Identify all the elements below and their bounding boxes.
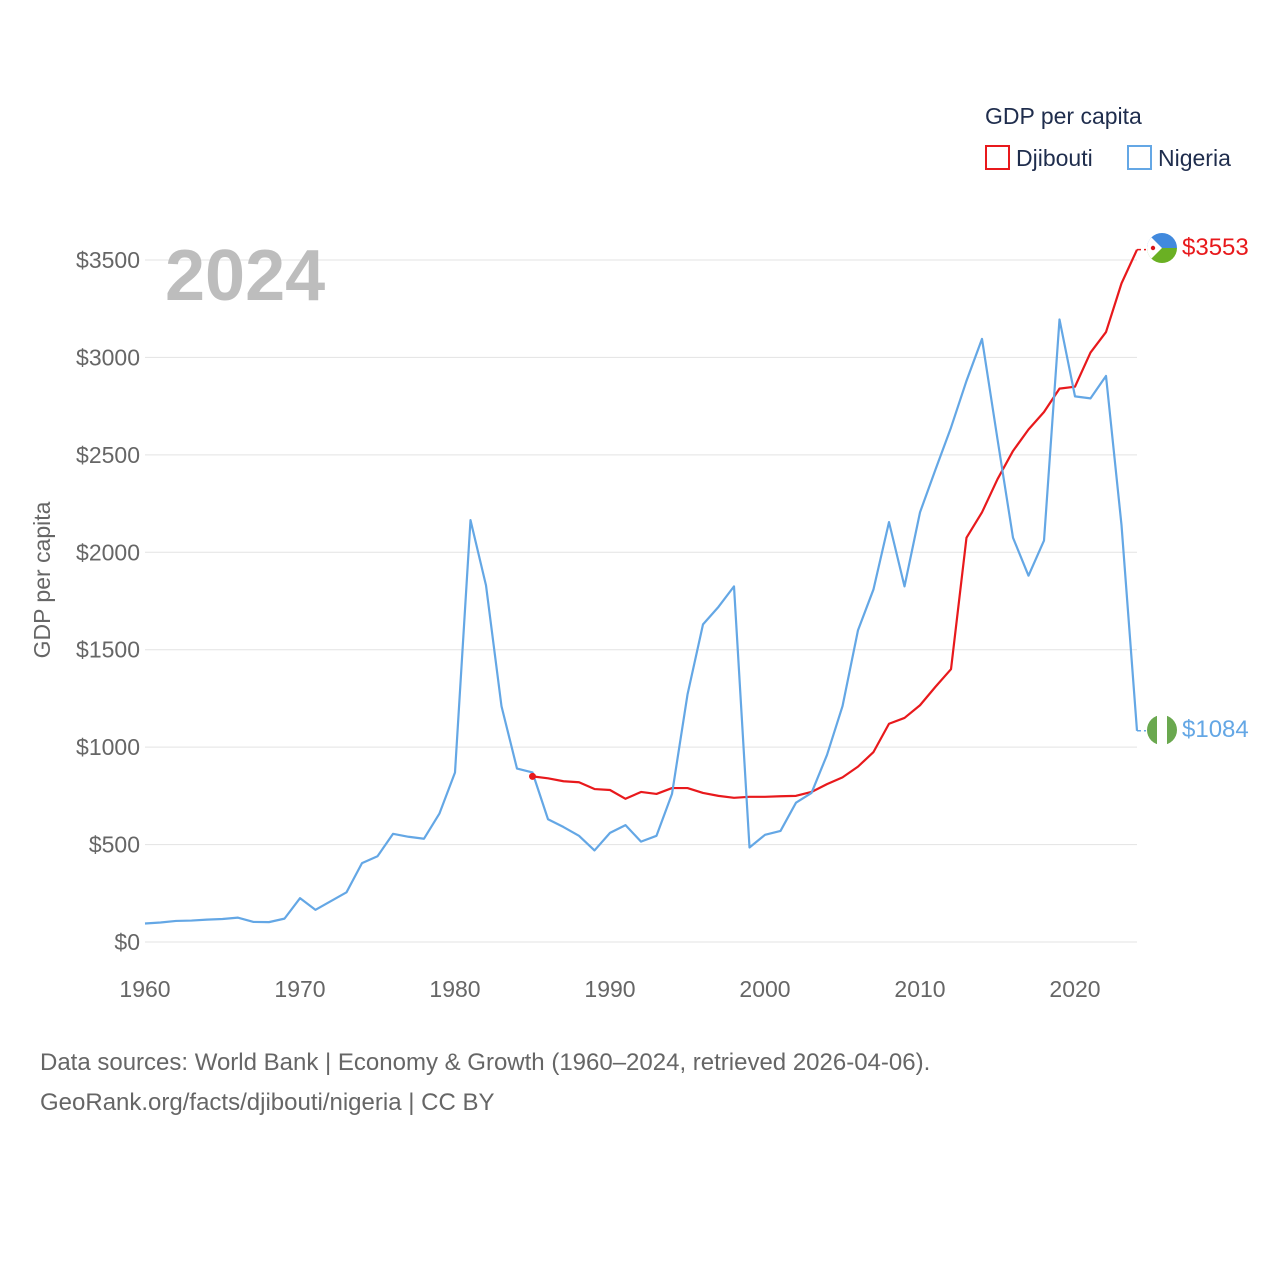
legend[interactable]: GDP per capita Djibouti Nigeria [985, 103, 1231, 171]
y-axis-title: GDP per capita [29, 501, 55, 658]
source-line-2: GeoRank.org/facts/djibouti/nigeria | CC … [40, 1089, 495, 1116]
x-axis-ticks: 1960 1970 1980 1990 2000 2010 2020 [119, 976, 1100, 1002]
legend-swatch-nigeria [1127, 145, 1152, 170]
y-axis-ticks: $0 $500 $1000 $1500 $2000 $2500 $3000 $3500 [76, 247, 140, 955]
legend-item-djibouti[interactable]: Djibouti [985, 145, 1093, 171]
y-tick-label: $3000 [76, 344, 140, 370]
x-tick-label: 1980 [429, 976, 480, 1002]
y-tick-label: $500 [89, 832, 140, 858]
year-label: 2024 [165, 236, 325, 316]
end-label-nigeria: $1084 [1182, 716, 1249, 743]
source-note: Data sources: World Bank | Economy & Gro… [40, 1043, 930, 1123]
end-label-djibouti: $3553 [1182, 234, 1249, 261]
y-tick-label: $2000 [76, 539, 140, 565]
y-tick-label: $1500 [76, 637, 140, 663]
x-tick-label: 2000 [739, 976, 790, 1002]
legend-swatch-djibouti [985, 145, 1010, 170]
series-start-djibouti [529, 772, 536, 780]
y-tick-label: $0 [114, 929, 140, 955]
y-tick-label: $2500 [76, 442, 140, 468]
x-tick-label: 2020 [1049, 976, 1100, 1002]
legend-label-djibouti: Djibouti [1016, 145, 1093, 171]
x-tick-label: 1970 [274, 976, 325, 1002]
series-line-djibouti [532, 249, 1138, 800]
nigeria-flag-icon [1147, 715, 1177, 745]
djibouti-flag-icon [1147, 233, 1177, 263]
x-tick-label: 2010 [894, 976, 945, 1002]
source-line-1: Data sources: World Bank | Economy & Gro… [40, 1049, 931, 1076]
x-tick-label: 1990 [584, 976, 635, 1002]
y-tick-label: $1000 [76, 734, 140, 760]
x-tick-label: 1960 [119, 976, 170, 1002]
gridlines [145, 259, 1137, 943]
legend-label-nigeria: Nigeria [1158, 145, 1231, 171]
y-tick-label: $3500 [76, 247, 140, 273]
series-line-nigeria [144, 318, 1139, 925]
legend-item-nigeria[interactable]: Nigeria [1127, 145, 1231, 171]
legend-title: GDP per capita [985, 103, 1142, 129]
